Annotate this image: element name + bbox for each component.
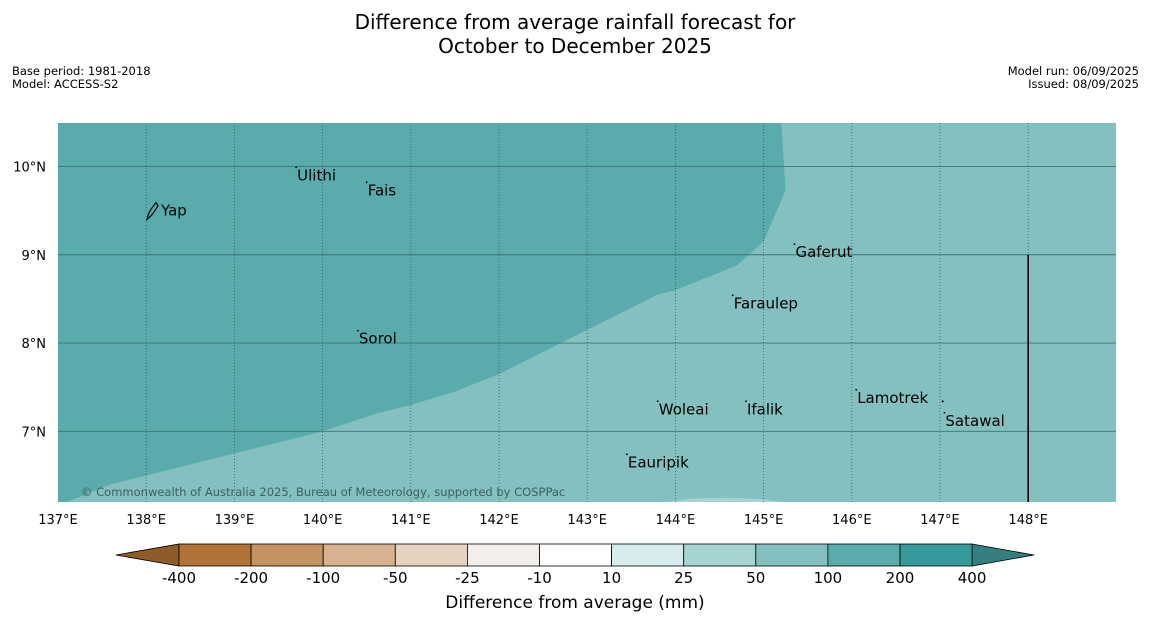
- island-label: Gaferut: [795, 243, 852, 261]
- colorbar-tick-label: 200: [886, 569, 915, 587]
- colorbar-swatch: [755, 543, 829, 567]
- colorbar-tick-label: 100: [814, 569, 843, 587]
- island-label: Ifalik: [747, 400, 783, 418]
- colorbar-title: Difference from average (mm): [445, 593, 705, 613]
- island-label: Sorol: [359, 330, 397, 348]
- island-label: Yap: [160, 202, 187, 220]
- colorbar-under-arrow: [115, 543, 180, 567]
- colorbar-swatch: [394, 543, 468, 567]
- colorbar-swatch: [899, 543, 973, 567]
- meta-info-left: Base period: 1981-2018 Model: ACCESS-S2: [12, 65, 151, 91]
- issued-text: Issued: 08/09/2025: [1028, 77, 1139, 91]
- latitude-tick-label: 10°N: [13, 160, 46, 175]
- island-label: Fais: [368, 181, 397, 199]
- title-line-2: October to December 2025: [438, 34, 712, 58]
- map-plot-area: Yap Ulithi Fais Gaferut Faraulep Sorol Lamotre…: [58, 123, 1116, 502]
- colorbar-swatch: [322, 543, 396, 567]
- longitude-tick-label: 137°E: [38, 513, 78, 528]
- forecast-map: Yap Ulithi Fais Gaferut Faraulep Sorol Lamotre…: [13, 123, 1116, 528]
- longitude-tick-label: 148°E: [1008, 513, 1048, 528]
- colorbar-tick-label: -50: [383, 569, 408, 587]
- colorbar-tick-label: 25: [674, 569, 693, 587]
- island-dot: [656, 400, 659, 403]
- longitude-tick-label: 147°E: [920, 513, 960, 528]
- island-label: Satawal: [945, 412, 1004, 430]
- island-dot: [356, 329, 359, 332]
- base-period-text: Base period: 1981-2018: [12, 64, 151, 78]
- model-text: Model: ACCESS-S2: [12, 77, 119, 91]
- island-label: Woleai: [659, 400, 709, 418]
- colorbar-tick-label: -400: [162, 569, 196, 587]
- longitude-tick-label: 139°E: [215, 513, 255, 528]
- latitude-tick-label: 8°N: [22, 337, 47, 352]
- model-run-text: Model run: 06/09/2025: [1007, 64, 1139, 78]
- colorbar-tick-label: -200: [234, 569, 268, 587]
- colorbar-swatch: [466, 543, 540, 567]
- copyright-text: © Commonwealth of Australia 2025, Bureau…: [81, 485, 565, 499]
- shading-100-to-200: [58, 123, 786, 502]
- island-dot: [855, 388, 858, 391]
- colorbar-tick-label: -10: [527, 569, 552, 587]
- island-dot: [943, 411, 946, 414]
- colorbar-swatch: [683, 543, 757, 567]
- longitude-tick-label: 142°E: [479, 513, 519, 528]
- longitude-tick-label: 145°E: [744, 513, 784, 528]
- island-dot: [745, 400, 747, 403]
- colorbar-tick-label: 50: [746, 569, 765, 587]
- shading-25-to-50: [666, 497, 782, 502]
- meta-info-right: Model run: 06/09/2025 Issued: 08/09/2025: [1008, 65, 1139, 91]
- island-label: Lamotrek: [857, 389, 928, 407]
- colorbar-over-arrow: [971, 543, 1035, 567]
- island-dot: [941, 400, 944, 403]
- colorbar-swatch: [178, 543, 252, 567]
- latitude-tick-label: 9°N: [22, 249, 47, 264]
- longitude-tick-label: 143°E: [567, 513, 607, 528]
- island-label: Ulithi: [297, 166, 336, 184]
- colorbar-swatch: [611, 543, 685, 567]
- colorbar-tick-label: 10: [602, 569, 621, 587]
- island-dot: [295, 166, 298, 169]
- longitude-tick-label: 146°E: [832, 513, 872, 528]
- longitude-tick-label: 144°E: [656, 513, 696, 528]
- colorbar-tick-label: -100: [306, 569, 340, 587]
- island-dot: [365, 181, 368, 184]
- chart-title: Difference from average rainfall forecas…: [0, 10, 1150, 58]
- colorbar-swatch: [250, 543, 324, 567]
- longitude-tick-label: 140°E: [303, 513, 343, 528]
- longitude-tick-label: 138°E: [126, 513, 166, 528]
- island-label: Faraulep: [734, 294, 798, 312]
- colorbar-swatch: [539, 543, 612, 567]
- colorbar-tick-label: -25: [455, 569, 480, 587]
- latitude-tick-label: 7°N: [22, 425, 47, 440]
- island-label: Eauripik: [628, 453, 689, 471]
- longitude-tick-label: 141°E: [391, 513, 431, 528]
- colorbar-swatch: [827, 543, 901, 567]
- yap-island-outline: [146, 201, 159, 222]
- island-dot: [793, 243, 796, 246]
- colorbar-tick-label: 400: [958, 569, 987, 587]
- island-dot: [625, 453, 628, 456]
- title-line-1: Difference from average rainfall forecas…: [354, 10, 796, 34]
- island-dot: [731, 294, 734, 297]
